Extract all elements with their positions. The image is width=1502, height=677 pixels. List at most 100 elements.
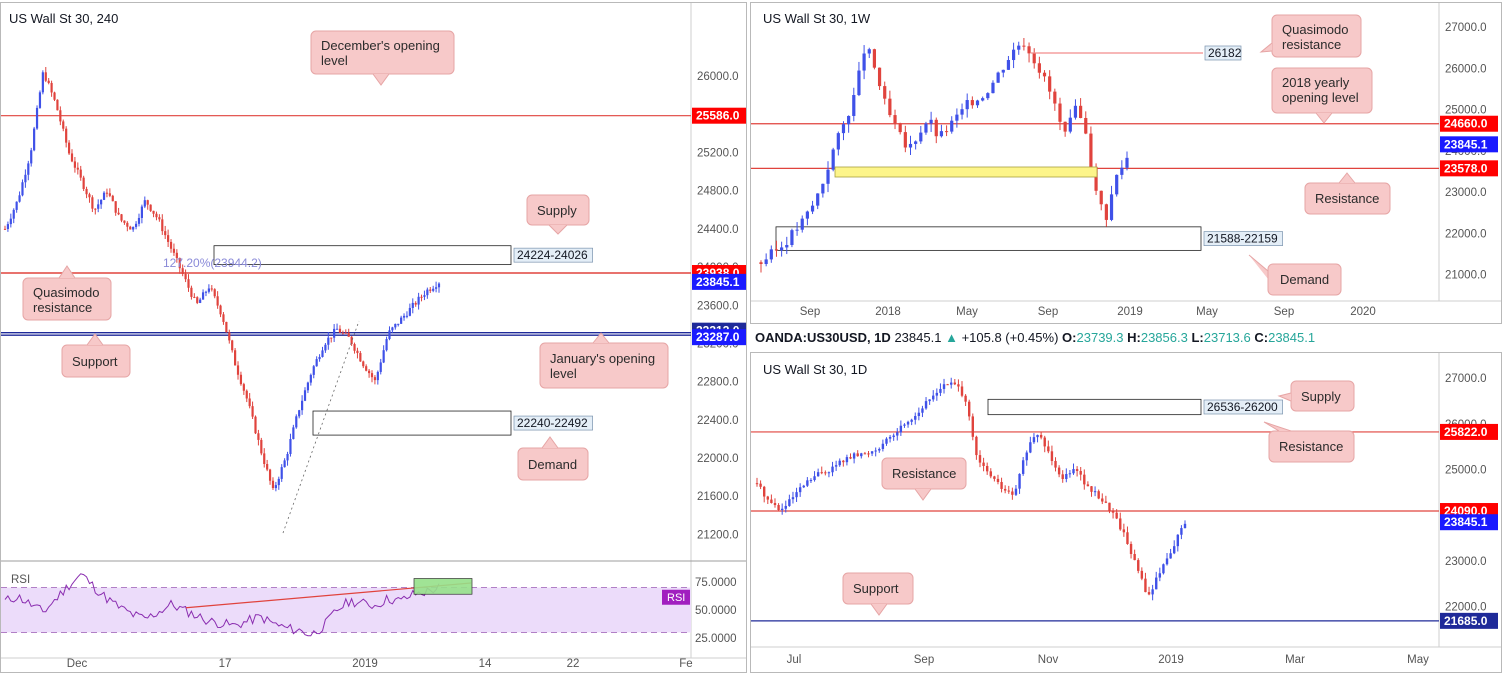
price-label-bg (692, 273, 746, 290)
candle-body (821, 183, 825, 194)
weekly-chart-panel[interactable]: US Wall St 30, 1W 27000.0 26000.0 25000.0 2… (750, 2, 1502, 324)
x-tick-label: Sep (1274, 306, 1294, 318)
candle-body (1014, 488, 1018, 495)
candle-body (1115, 174, 1119, 195)
candle-body (975, 436, 978, 456)
candle-body (964, 395, 967, 402)
candle-body (1017, 45, 1021, 50)
svg-text:Resistance: Resistance (1315, 191, 1379, 206)
daily-chart-svg: US Wall St 30, 1D 27000.026000.025000.02… (751, 353, 1501, 666)
candle-body (359, 353, 362, 362)
candle-body (849, 457, 852, 459)
svg-text:Supply: Supply (1301, 389, 1341, 404)
candle-body (67, 142, 71, 154)
candle-body (62, 121, 65, 129)
candle-body (1084, 117, 1088, 134)
y-tick-label: 23600.0 (697, 300, 739, 312)
candle-body (1125, 157, 1129, 168)
candle-body (1027, 46, 1031, 54)
candle-body (934, 119, 938, 137)
candle-body (928, 399, 931, 402)
candle-body (862, 53, 866, 71)
candle-body (120, 214, 123, 221)
h4-chart-panel[interactable]: US Wall St 30, 240 RSI 26000.025600.0252… (0, 2, 747, 673)
candle-body (892, 435, 895, 437)
candle-body (292, 427, 295, 440)
weekly-support-zone (834, 166, 1098, 178)
y-tick-label: 23000.0 (1445, 187, 1487, 199)
candle-body (1133, 553, 1136, 561)
x-tick-label: Mar (1285, 654, 1305, 666)
weekly-chart-svg: US Wall St 30, 1W 27000.026000.025000.02… (751, 3, 1501, 318)
y-tick-label: 26000.0 (1445, 63, 1487, 75)
candle-body (204, 291, 208, 293)
candle-body (791, 497, 795, 500)
candle-body (1048, 76, 1052, 92)
candle-body (867, 453, 870, 455)
candle-body (981, 98, 985, 101)
candle-body (991, 82, 995, 94)
candle-body (1137, 560, 1140, 571)
candle-body (298, 410, 301, 417)
callout-daily-resistance-left: Resistance (881, 457, 967, 501)
candle-body (831, 149, 835, 170)
candle-body (341, 332, 344, 334)
x-tick-label: Fe (679, 658, 692, 670)
candle-body (423, 295, 426, 297)
tag-bg (1204, 45, 1242, 61)
candle-body (935, 392, 939, 396)
candle-body (414, 302, 417, 305)
candle-body (1050, 451, 1054, 461)
candle-body (816, 472, 820, 477)
x-tick-label: Nov (1038, 654, 1059, 666)
candle-body (826, 169, 830, 184)
candle-body (944, 131, 949, 133)
candle-body (330, 337, 333, 339)
daily-chart-panel[interactable]: US Wall St 30, 1D 27000.026000.025000.02… (750, 352, 1502, 673)
rsi-highlight-box (413, 578, 473, 595)
candle-body (1165, 558, 1169, 565)
candle-body (1058, 103, 1062, 122)
x-tick-label: 17 (219, 658, 232, 670)
quasimodo-tag: 26182 (1208, 46, 1242, 60)
candle-body (181, 268, 184, 274)
candle-body (283, 460, 286, 468)
candle-body (196, 297, 199, 303)
x-tick-label: Jul (787, 654, 802, 666)
candle-body (769, 249, 773, 260)
candle-body (3, 228, 7, 230)
candle-body (968, 401, 971, 417)
candle-body (1011, 49, 1016, 61)
candle-body (965, 100, 969, 110)
candle-body (309, 374, 312, 383)
candle-body (338, 328, 342, 333)
y-tick-label: 21000.0 (1445, 270, 1487, 282)
candle-body (1169, 553, 1172, 559)
svg-text:opening level: opening level (1282, 90, 1359, 105)
candle-body (1109, 194, 1114, 220)
candle-body (1047, 446, 1050, 452)
candle-body (1021, 460, 1025, 474)
candle-body (225, 321, 228, 333)
candle-body (21, 182, 24, 196)
candle-body (805, 211, 809, 219)
candle-body (33, 128, 36, 151)
candle-body (802, 485, 805, 488)
y-tick-label: 22000.0 (1445, 601, 1487, 613)
candle-body (47, 80, 50, 83)
candle-body (1036, 434, 1039, 438)
y-tick-label: 25000.0 (1445, 464, 1487, 476)
candle-body (134, 223, 138, 227)
candle-body (838, 460, 841, 466)
svg-text:Demand: Demand (1280, 272, 1329, 287)
ohlc-high: 23856.3 (1140, 330, 1188, 345)
candle-body (335, 328, 339, 330)
candle-body (1007, 490, 1010, 492)
candle-body (254, 416, 257, 434)
rsi-y-tick: 25.0000 (695, 633, 737, 645)
candle-body (989, 471, 992, 477)
candle-body (222, 314, 225, 322)
candle-body (234, 350, 237, 366)
candle-body (41, 72, 44, 93)
